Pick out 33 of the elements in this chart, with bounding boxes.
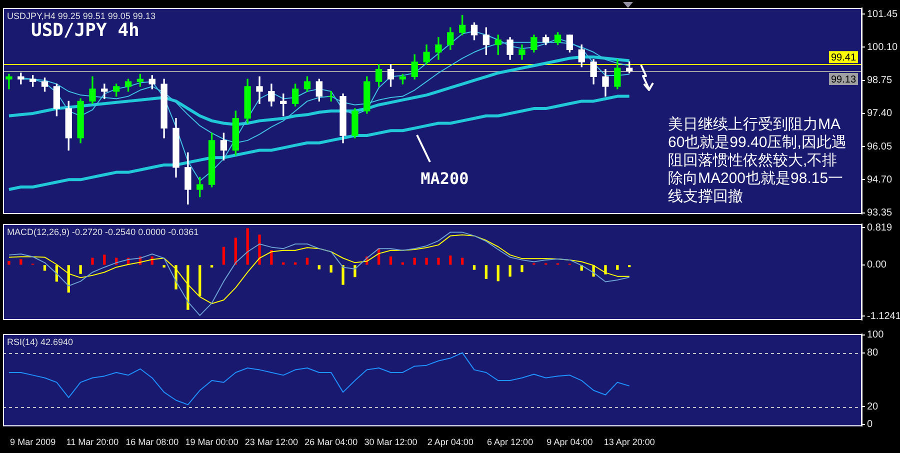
chart-subtitle: USDJPY,H4 99.25 99.51 99.05 99.13	[7, 11, 156, 21]
x-tick-label: 26 Mar 04:00	[304, 437, 358, 448]
y-tick-label: 93.35	[867, 208, 892, 219]
y-tick-label: 100.10	[867, 42, 898, 53]
x-tick-label: 30 Mar 12:00	[364, 437, 418, 448]
text: USD/JPY 4h	[31, 20, 140, 41]
y-tick-label: 20	[867, 401, 879, 412]
y-tick-label: 96.05	[867, 141, 892, 152]
x-tick-label: 16 Mar 08:00	[126, 437, 179, 448]
y-tick-label: 0.819	[867, 222, 892, 234]
y-tick-label: 101.45	[867, 8, 898, 20]
x-tick-label: 9 Mar 2009	[10, 437, 56, 448]
annotation: 美日继续上行受到阻力MA60也就是99.40压制,因此遇阻回落惯性依然较大,不排除向MA200也就是98.15一线支撑回撤	[668, 116, 848, 206]
y-tick-label: -1.1241	[867, 310, 900, 322]
x-tick-label: 2 Apr 04:00	[427, 437, 474, 448]
x-tick-label: 11 Mar 20:00	[66, 437, 119, 448]
y-tick-label: 98.75	[867, 75, 892, 86]
text: MA200	[420, 169, 469, 188]
y-tick-label: 100	[867, 330, 884, 341]
x-tick-label: 23 Mar 12:00	[244, 437, 298, 448]
y-tick-label: 0	[867, 419, 873, 430]
chart-subtitle: RSI(14) 42.6940	[7, 337, 74, 347]
x-tick-label: 19 Mar 00:00	[185, 437, 238, 448]
y-tick-label: 97.40	[867, 108, 892, 120]
y-tick-label: 94.70	[867, 174, 892, 186]
x-tick-label: 13 Apr 20:00	[604, 437, 655, 448]
chart-subtitle: MACD(12,26,9) -0.2720 -0.2540 0.0000 -0.0361	[7, 227, 199, 237]
y-tick-label: 80	[867, 348, 879, 359]
ref-line-label: 99.13	[830, 74, 856, 86]
ref-line-label: 99.41	[830, 52, 856, 64]
x-tick-label: 6 Apr 12:00	[487, 437, 534, 448]
x-tick-label: 9 Apr 04:00	[546, 437, 593, 448]
y-tick-label: 0.00	[867, 260, 887, 271]
